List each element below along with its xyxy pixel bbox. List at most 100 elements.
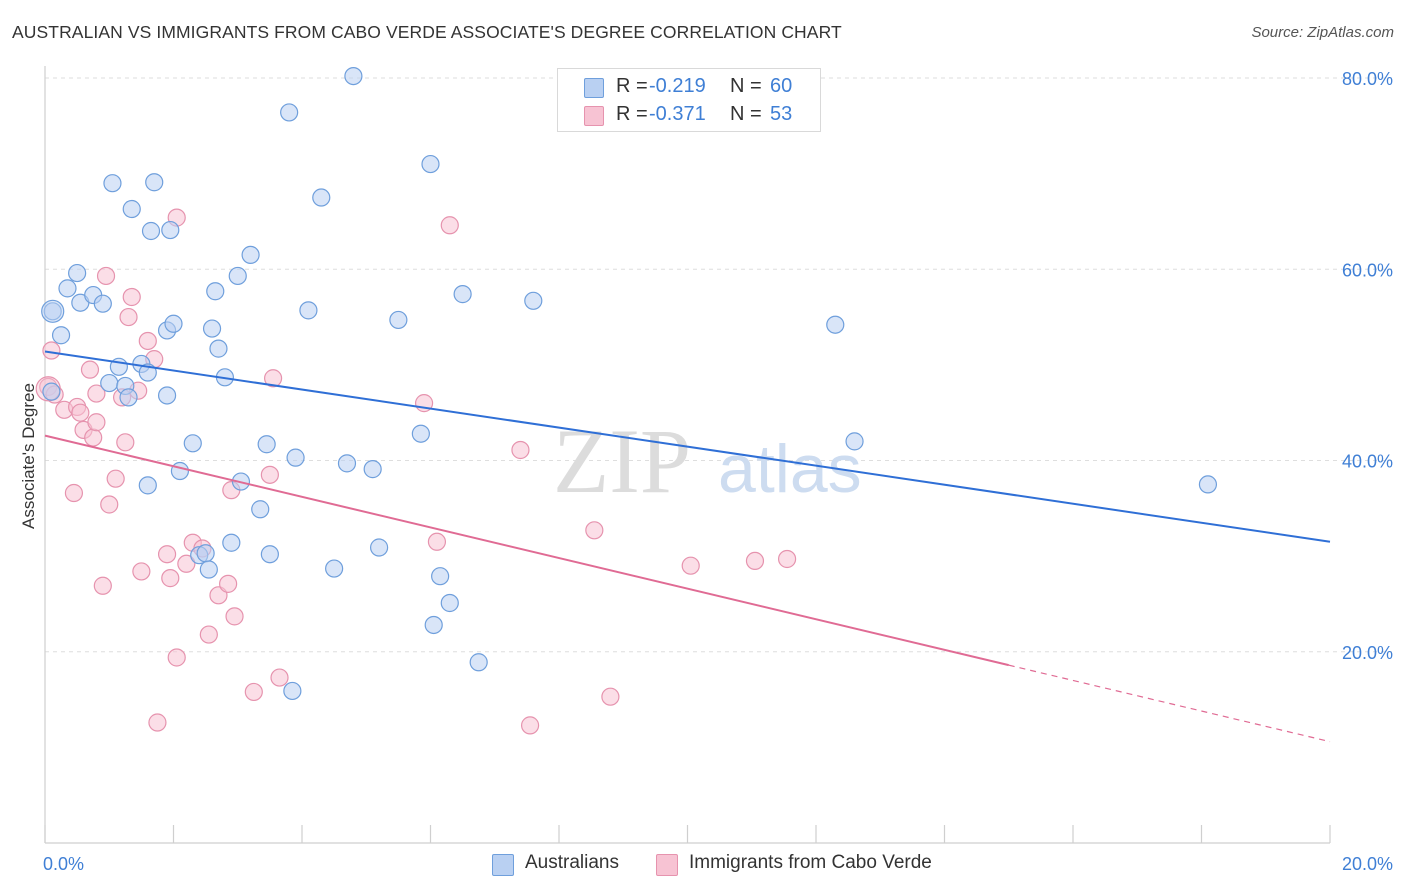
data-point-australians — [199, 560, 218, 579]
watermark: ZIP atlas — [553, 410, 862, 512]
data-point-australians — [141, 221, 161, 241]
stats-r-value: -0.219 — [649, 75, 706, 97]
data-point-australians — [440, 593, 459, 613]
data-point-cabo-verde — [87, 413, 106, 432]
data-point-australians — [421, 154, 440, 174]
data-point-cabo-verde — [199, 625, 218, 644]
data-point-cabo-verde — [119, 307, 138, 327]
data-point-cabo-verde — [585, 521, 604, 540]
data-point-australians — [202, 319, 222, 338]
data-point-cabo-verde — [177, 554, 196, 573]
data-point-australians — [257, 435, 276, 454]
data-point-australians — [157, 386, 177, 405]
data-point-australians — [411, 424, 430, 443]
data-point-australians — [424, 615, 443, 635]
data-point-australians — [283, 681, 302, 701]
data-point-australians — [183, 434, 202, 453]
trend-line-cabo-verde — [44, 434, 1009, 667]
data-point-australians — [280, 103, 299, 122]
data-point-cabo-verde — [260, 465, 279, 484]
data-point-australians — [389, 310, 408, 330]
gridlines — [45, 77, 1392, 653]
data-point-australians — [42, 382, 61, 401]
data-point-australians — [845, 432, 864, 451]
data-point-cabo-verde — [167, 648, 186, 667]
data-point-cabo-verde — [42, 341, 61, 360]
data-point-australians — [286, 448, 305, 467]
data-point-australians — [469, 653, 488, 672]
data-point-australians — [363, 460, 382, 479]
y-tick-label: 20.0% — [1342, 643, 1393, 663]
data-point-australians — [344, 66, 363, 86]
stats-n-value: 60 — [770, 75, 793, 97]
australians-legend-swatch-icon — [492, 854, 514, 876]
data-point-australians — [68, 263, 87, 283]
x-tick-label: 20.0% — [1342, 854, 1393, 874]
stats-n-label: N = — [730, 75, 762, 97]
data-point-australians — [524, 291, 543, 310]
trend-line-cabo-verde-extrapolated — [1008, 664, 1331, 743]
legend-label: Immigrants from Cabo Verde — [689, 852, 932, 873]
australians-swatch-icon — [584, 78, 604, 98]
data-point-cabo-verde — [263, 369, 283, 388]
data-point-australians — [93, 294, 112, 313]
data-point-cabo-verde — [601, 687, 620, 706]
data-point-cabo-verde — [270, 668, 289, 687]
data-point-cabo-verde — [71, 403, 90, 422]
data-point-cabo-verde — [777, 549, 797, 569]
stats-r-label: R = — [616, 103, 648, 125]
series-australians-points — [41, 66, 1218, 701]
data-point-australians — [228, 266, 247, 286]
cabo-verde-swatch-icon — [584, 106, 604, 126]
data-point-cabo-verde — [681, 556, 700, 575]
data-point-cabo-verde — [520, 716, 540, 735]
data-point-australians — [1198, 475, 1218, 494]
data-point-australians — [51, 326, 71, 345]
data-point-cabo-verde — [132, 562, 151, 581]
y-tick-label: 80.0% — [1342, 69, 1393, 89]
stats-r-label: R = — [616, 75, 648, 97]
data-point-australians — [299, 301, 318, 320]
y-tick-label: 60.0% — [1342, 260, 1393, 280]
legend-label: Australians — [525, 852, 619, 873]
data-point-cabo-verde — [511, 440, 530, 460]
data-point-australians — [222, 533, 241, 552]
data-point-cabo-verde — [122, 287, 141, 307]
stats-n-value: 53 — [770, 103, 793, 125]
cabo-verde-legend-swatch-icon — [656, 854, 678, 876]
watermark-zip: ZIP — [553, 410, 691, 512]
data-point-australians — [145, 173, 164, 192]
y-axis-label: Associate's Degree — [19, 383, 38, 529]
source-credit: Source: ZipAtlas.com — [1251, 24, 1394, 41]
trend-line-australians — [44, 350, 1331, 543]
trend-lines — [44, 350, 1331, 743]
data-point-cabo-verde — [93, 576, 112, 595]
stats-n-label: N = — [730, 103, 762, 125]
data-point-cabo-verde — [427, 532, 447, 551]
data-point-australians — [164, 314, 183, 333]
data-point-australians — [370, 538, 389, 557]
x-tick-label: 0.0% — [43, 854, 84, 874]
data-point-australians — [337, 454, 357, 473]
data-point-cabo-verde — [87, 384, 106, 403]
data-point-australians — [206, 282, 225, 301]
data-point-australians — [826, 315, 845, 334]
data-point-cabo-verde — [219, 574, 238, 593]
axes — [44, 66, 1331, 844]
data-point-australians — [312, 188, 331, 207]
data-point-australians — [196, 544, 215, 563]
data-point-australians — [161, 220, 180, 240]
y-tick-label: 40.0% — [1342, 452, 1393, 472]
data-point-australians — [453, 285, 472, 304]
tick-labels: 20.0% 40.0% 60.0% 80.0% 0.0% 20.0% — [43, 69, 1393, 874]
data-point-australians — [170, 461, 190, 481]
stats-r-value: -0.371 — [649, 103, 706, 125]
data-point-cabo-verde — [161, 569, 180, 588]
data-point-cabo-verde — [157, 545, 177, 564]
data-point-cabo-verde — [64, 483, 84, 503]
data-point-australians — [41, 299, 65, 323]
data-point-australians — [260, 545, 279, 564]
correlation-stats-box: R = -0.219 N = 60 R = -0.371 N = 53 — [557, 68, 821, 132]
data-point-cabo-verde — [80, 360, 100, 379]
